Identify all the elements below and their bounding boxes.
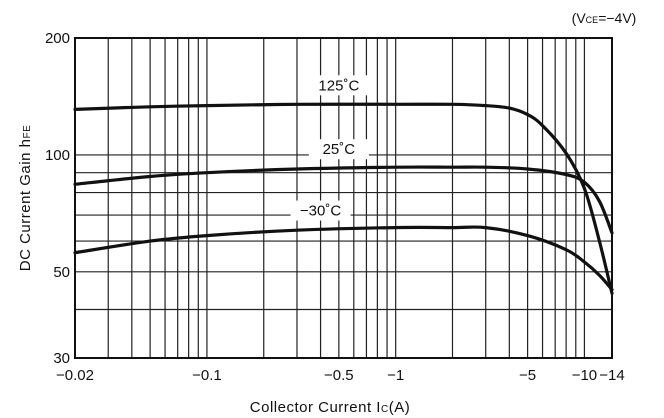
condition-note: (VCE=−4V) xyxy=(572,10,637,26)
y-tick-label: 100 xyxy=(45,147,70,164)
series-label-group: 25˚C xyxy=(308,139,369,160)
y-tick-label: 200 xyxy=(45,30,70,47)
series-label: −30˚C xyxy=(300,203,341,220)
series-line xyxy=(73,225,614,292)
x-tick-label: −14 xyxy=(599,367,624,384)
plot-frame xyxy=(74,37,613,359)
series-label-background xyxy=(308,139,369,160)
series-label-background xyxy=(308,75,369,96)
y-tick-label: 50 xyxy=(53,264,70,281)
series-label-background xyxy=(290,200,351,221)
series-label-group: −30˚C xyxy=(290,200,351,221)
x-tick-label: −0.1 xyxy=(192,367,222,384)
series-line xyxy=(73,102,614,295)
x-tick-label: −0.5 xyxy=(324,367,354,384)
y-axis-title: DC Current Gain hFE xyxy=(17,125,34,272)
y-tick-label: 30 xyxy=(53,350,70,367)
x-tick-label: −1 xyxy=(387,367,404,384)
x-axis-title: Collector Current IC(A) xyxy=(250,399,410,416)
series-lines: 125˚C 25˚C −30˚C xyxy=(73,75,614,295)
x-tick-label: −5 xyxy=(519,367,536,384)
series-line xyxy=(73,165,614,235)
series-label: 125˚C xyxy=(318,77,359,94)
x-tick-label: −10 xyxy=(572,367,597,384)
x-tick-label: −0.02 xyxy=(56,367,94,384)
tick-labels: −0.02 −0.1 −0.5 −1 −5 −10 −14 30 50 100 200 xyxy=(45,30,625,384)
series-label-group: 125˚C xyxy=(308,75,369,96)
series-label: 25˚C xyxy=(323,141,356,158)
